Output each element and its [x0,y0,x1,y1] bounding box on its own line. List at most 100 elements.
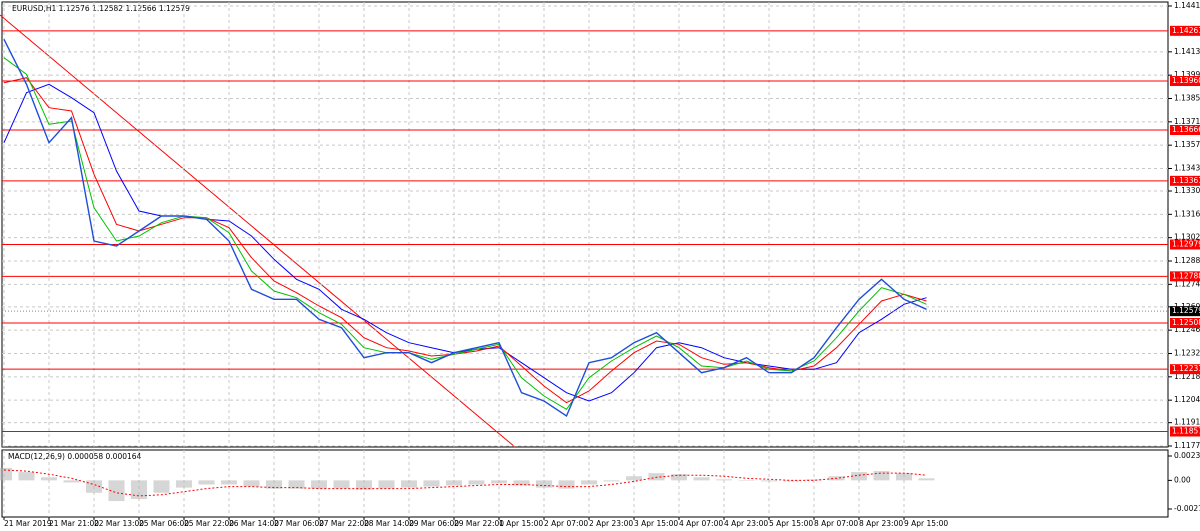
y-tick-label: 1.13435 [1174,164,1200,173]
x-tick-label: 1 Apr 15:00 [499,519,543,528]
x-tick-label: 25 Mar 22:00 [184,519,234,528]
y-tick-label: 1.13995 [1174,70,1200,79]
x-tick-label: 4 Apr 07:00 [679,519,723,528]
macd-bar [671,474,687,481]
x-tick-label: 2 Apr 23:00 [589,519,633,528]
macd-title: MACD(12,26,9) 0.000058 0.000164 [8,452,142,461]
macd-bar [198,480,215,485]
current-price-label: 1.12579 [1172,306,1200,315]
y-tick-label: 1.11770 [1174,441,1200,450]
y-tick-label: 0.00 [1174,475,1191,484]
level-label: 1.14261 [1172,26,1200,35]
macd-bar [243,480,260,487]
macd-bar [153,480,170,493]
x-tick-label: 29 Mar 22:00 [454,519,504,528]
series-line [3,57,927,410]
macd-bar [626,476,642,481]
x-tick-label: 2 Apr 07:00 [544,519,588,528]
macd-bar [693,477,710,481]
macd-bar [738,480,755,481]
level-label: 1.12788 [1172,271,1200,280]
level-label-box [1170,239,1200,250]
macd-bar [41,477,57,481]
y-tick-label: 1.13715 [1174,117,1200,126]
macd-bar [401,480,417,488]
y-tick-label: 1.11910 [1174,418,1200,427]
x-tick-label: 5 Apr 15:00 [769,519,813,528]
level-label-box [1170,125,1200,135]
x-tick-label: 3 Apr 15:00 [634,519,678,528]
x-tick-label: 22 Mar 13:00 [94,519,144,528]
x-tick-label: 8 Apr 23:00 [859,519,903,528]
macd-bar [266,480,282,489]
x-tick-label: 21 Mar 21:00 [49,519,99,528]
level-label-box [1170,318,1200,328]
x-tick-label: 29 Mar 06:00 [409,519,459,528]
x-tick-label: 28 Mar 14:00 [364,519,414,528]
macd-bar [18,472,35,481]
main-frame [1,1,1169,448]
y-tick-label: 1.13855 [1174,94,1200,103]
x-tick-label: 4 Apr 23:00 [724,519,768,528]
macd-bar [918,478,935,481]
y-tick-label: 1.13160 [1174,209,1200,218]
level-label: 1.11857 [1172,427,1200,436]
macd-bar [0,467,12,481]
macd-bar [761,480,777,482]
trend-line [0,14,516,448]
macd-bar [648,473,665,481]
x-tick-label: 8 Apr 07:00 [814,519,858,528]
macd-bar [581,480,597,485]
y-tick-label: 1.12325 [1174,349,1200,358]
y-tick-label: 1.13020 [1174,233,1200,242]
macd-bar [356,480,372,490]
macd-bar [851,472,867,481]
macd-bar [446,480,462,486]
y-tick-label: 1.12740 [1174,279,1200,288]
macd-bar [806,479,822,481]
macd-bar [378,480,395,489]
level-label-box [1170,175,1200,186]
macd-bar [311,480,327,489]
macd-bar [536,480,552,488]
macd-bar [131,480,147,499]
y-tick-label: 1.13575 [1174,140,1200,149]
level-label: 1.12231 [1172,364,1200,373]
macd-bar [86,480,102,493]
macd-bar [423,480,440,487]
current-price-box [1170,306,1200,317]
y-tick-label: 1.12465 [1174,325,1200,334]
x-tick-label: 9 Apr 15:00 [904,519,948,528]
level-label: 1.13361 [1172,176,1200,185]
signal-line [3,469,927,497]
level-label-box [1170,271,1200,282]
level-label: 1.12508 [1172,318,1200,327]
x-tick-label: 25 Mar 06:00 [139,519,189,528]
macd-bar [491,480,507,484]
macd-bar [896,473,912,481]
macd-bar [716,479,732,481]
x-tick-label: 26 Mar 14:00 [229,519,279,528]
level-label: 1.13666 [1172,125,1200,134]
level-label-box [1170,76,1200,86]
y-tick-label: 1.13300 [1174,186,1200,195]
y-tick-label: 1.14410 [1174,1,1200,10]
series-line [3,83,927,402]
y-tick-label: 1.14135 [1174,47,1200,56]
macd-bar [513,480,530,486]
macd-bar [221,480,237,485]
macd-frame [1,449,1169,518]
macd-bar [333,480,350,489]
macd-bar [108,480,125,502]
level-label: 1.13960 [1172,76,1200,85]
level-label-box [1170,426,1200,437]
level-label-box [1170,364,1200,375]
x-tick-label: 27 Mar 22:00 [319,519,369,528]
macd-bar [176,480,192,488]
x-tick-label: 27 Mar 06:00 [274,519,324,528]
macd-bar [873,471,890,481]
level-label: 1.12979 [1172,240,1200,249]
y-tick-label: 1.12045 [1174,395,1200,404]
